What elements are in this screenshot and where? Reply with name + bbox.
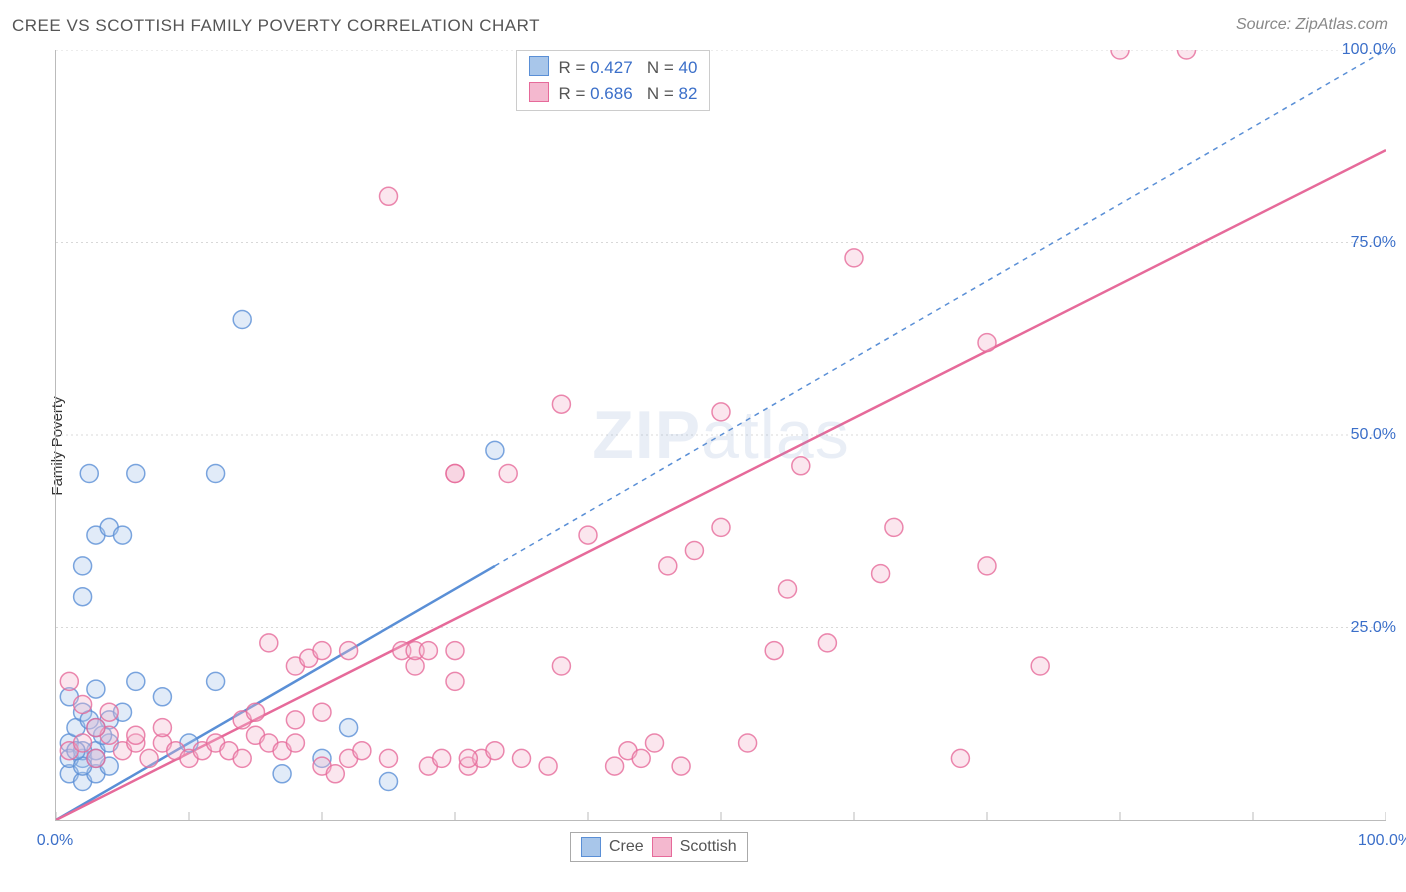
chart-container: CREE VS SCOTTISH FAMILY POVERTY CORRELAT… [0, 0, 1406, 892]
correlation-stats-box: R = 0.427 N = 40 R = 0.686 N = 82 [516, 50, 710, 111]
x-tick-label: 0.0% [37, 832, 73, 850]
stats-row-cree: R = 0.427 N = 40 [529, 55, 697, 81]
chart-title: CREE VS SCOTTISH FAMILY POVERTY CORRELAT… [12, 16, 540, 36]
legend-label: Scottish [680, 838, 737, 856]
square-icon [652, 837, 672, 857]
series-legend: Cree Scottish [570, 832, 748, 862]
plot-area: ZIPatlas R = 0.427 N = 40 R = 0.686 N = … [55, 50, 1386, 821]
square-icon [581, 837, 601, 857]
scatter-svg [56, 50, 1386, 820]
r-value-scottish: 0.686 [590, 84, 633, 103]
y-tick-label: 100.0% [1342, 41, 1396, 59]
r-value-cree: 0.427 [590, 58, 633, 77]
y-tick-label: 25.0% [1351, 619, 1396, 637]
n-value-scottish: 82 [678, 84, 697, 103]
square-icon [529, 56, 549, 76]
n-value-cree: 40 [678, 58, 697, 77]
legend-label: Cree [609, 838, 644, 856]
square-icon [529, 82, 549, 102]
x-tick-label: 100.0% [1358, 832, 1406, 850]
y-tick-label: 75.0% [1351, 234, 1396, 252]
source-credit: Source: ZipAtlas.com [1236, 16, 1388, 34]
y-tick-label: 50.0% [1351, 426, 1396, 444]
stats-row-scottish: R = 0.686 N = 82 [529, 81, 697, 107]
